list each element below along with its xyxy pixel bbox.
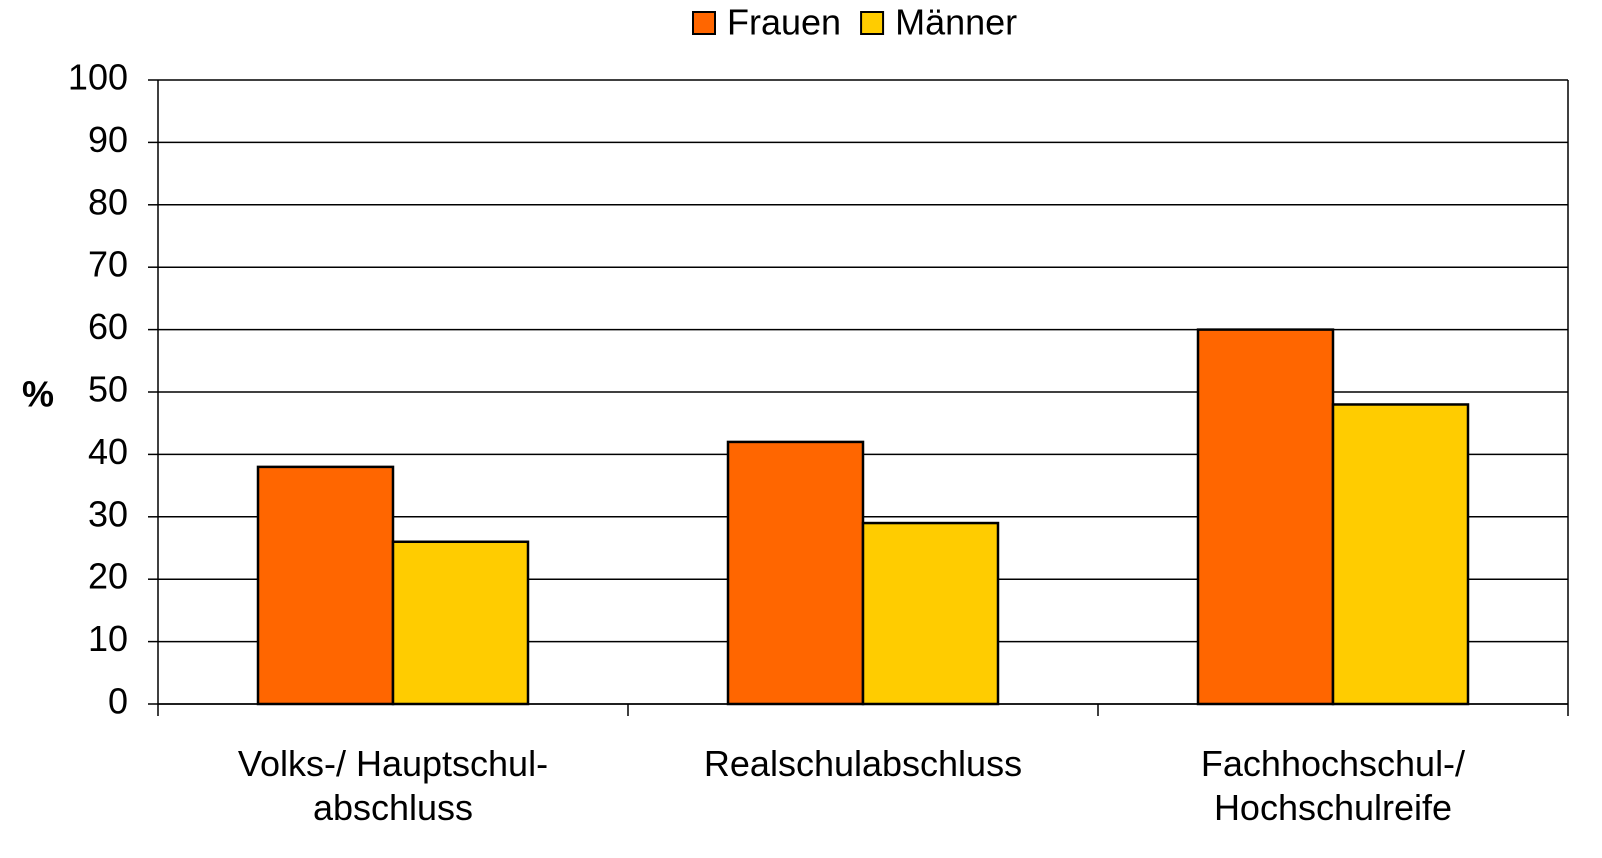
y-tick-label: 50 bbox=[88, 369, 128, 410]
y-tick-label: 90 bbox=[88, 119, 128, 160]
y-tick-label: 80 bbox=[88, 181, 128, 222]
x-tick-label: Volks-/ Hauptschul- abschluss bbox=[237, 743, 549, 828]
bar bbox=[726, 440, 865, 706]
y-tick-label: 100 bbox=[68, 57, 128, 98]
y-tick-label: 0 bbox=[108, 681, 128, 722]
y-tick-label: 70 bbox=[88, 244, 128, 285]
y-tick-label: 60 bbox=[88, 306, 128, 347]
x-tick-label: Realschulabschluss bbox=[703, 743, 1023, 784]
x-tick-label: Fachhochschul-/ Hochschulreife bbox=[1200, 743, 1466, 828]
legend-swatch bbox=[692, 11, 716, 35]
bar bbox=[1331, 403, 1470, 706]
bar bbox=[861, 521, 1000, 706]
y-tick-label: 30 bbox=[88, 493, 128, 534]
legend-label: Frauen bbox=[727, 2, 841, 43]
bar bbox=[1196, 328, 1335, 706]
legend-swatch bbox=[860, 11, 885, 35]
legend-label: Männer bbox=[895, 2, 1017, 43]
y-tick-label: 20 bbox=[88, 556, 128, 597]
bar bbox=[256, 465, 395, 706]
y-axis-label: % bbox=[22, 374, 54, 415]
bar bbox=[391, 540, 530, 706]
y-tick-label: 40 bbox=[88, 431, 128, 472]
y-tick-label: 10 bbox=[88, 618, 128, 659]
